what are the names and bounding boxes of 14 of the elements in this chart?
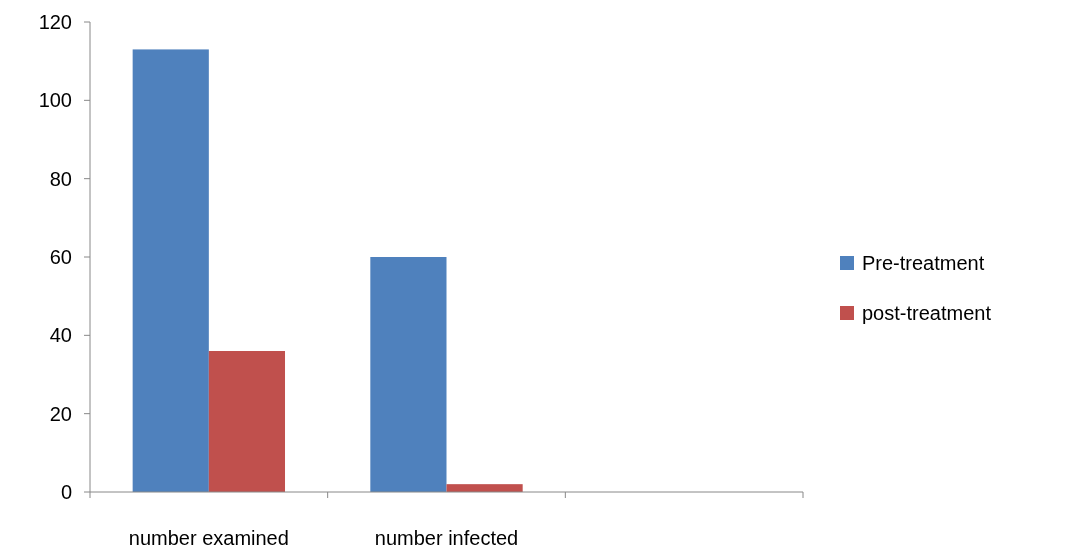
x-tick-label: number infected: [374, 527, 519, 548]
y-tick-label: 40: [49, 324, 72, 347]
legend-label: post-treatment: [862, 302, 992, 324]
legend-label: Pre-treatment: [862, 252, 985, 274]
bar: [208, 351, 286, 492]
y-tick-label: 100: [38, 89, 72, 112]
bar: [132, 49, 209, 492]
y-tick-label: 120: [38, 11, 72, 33]
bar: [370, 257, 447, 492]
y-tick-label: 0: [60, 481, 72, 503]
y-tick-label: 20: [49, 402, 72, 425]
x-tick-label: number examined: [128, 527, 289, 548]
y-tick-label: 60: [49, 246, 72, 268]
y-tick-label: 80: [49, 167, 72, 190]
